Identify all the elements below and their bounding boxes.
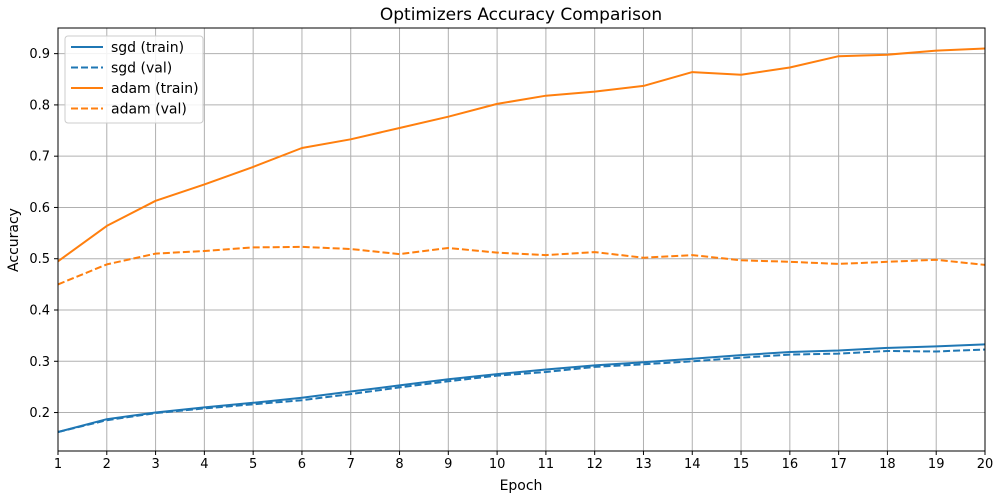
x-tick-label: 19 — [928, 457, 945, 472]
legend-label: adam (val) — [111, 102, 187, 118]
series-line-sgd-train — [57, 343, 986, 433]
x-tick-label: 18 — [879, 457, 896, 472]
x-tick-label: 8 — [395, 457, 403, 472]
plot-frame — [57, 27, 986, 452]
series-line-adam-val — [57, 245, 986, 286]
chart-title: Optimizers Accuracy Comparison — [380, 5, 662, 25]
y-tick-label: 0.8 — [29, 98, 50, 113]
y-tick-label: 0.5 — [29, 252, 50, 267]
x-tick-label: 1 — [54, 457, 62, 472]
legend-box — [64, 35, 204, 124]
axis-ticks: 1 2 3 4 5 6 7 8 9 10 11 12 13 14 15 16 17 18 19 200.20.30.4… — [29, 47, 993, 472]
y-tick-label: 0.2 — [29, 406, 50, 421]
legend-label: sgd (train) — [111, 40, 184, 56]
x-tick-label: 4 — [200, 457, 208, 472]
x-tick-label: 5 — [249, 457, 257, 472]
y-tick-label: 0.3 — [29, 355, 50, 370]
y-tick-label: 0.7 — [29, 150, 50, 165]
x-tick-label: 16 — [782, 457, 799, 472]
y-tick-label: 0.4 — [29, 304, 50, 319]
x-tick-label: 20 — [977, 457, 994, 472]
y-tick-label: 0.9 — [29, 47, 50, 62]
x-tick-label: 10 — [489, 457, 506, 472]
series-group — [57, 47, 986, 433]
x-tick-label: 15 — [733, 457, 750, 472]
x-tick-label: 3 — [151, 457, 159, 472]
series-line-adam-train — [57, 47, 986, 263]
legend: sgd (train) sgd (val) adam (train) adam (va… — [64, 35, 204, 124]
x-tick-label: 6 — [298, 457, 306, 472]
x-tick-label: 12 — [586, 457, 603, 472]
grid — [57, 28, 986, 451]
x-tick-label: 11 — [538, 457, 555, 472]
x-tick-label: 14 — [684, 457, 701, 472]
x-tick-label: 13 — [635, 457, 652, 472]
y-axis-label: Accuracy — [6, 208, 22, 272]
x-tick-label: 2 — [103, 457, 111, 472]
y-tick-label: 0.6 — [29, 201, 50, 216]
x-axis-label: Epoch — [500, 478, 543, 494]
legend-label: sgd (val) — [111, 61, 172, 77]
series-line-sgd-val — [57, 348, 986, 433]
x-tick-label: 17 — [830, 457, 847, 472]
x-tick-label: 9 — [444, 457, 452, 472]
x-tick-label: 7 — [347, 457, 355, 472]
legend-label: adam (train) — [111, 81, 199, 97]
